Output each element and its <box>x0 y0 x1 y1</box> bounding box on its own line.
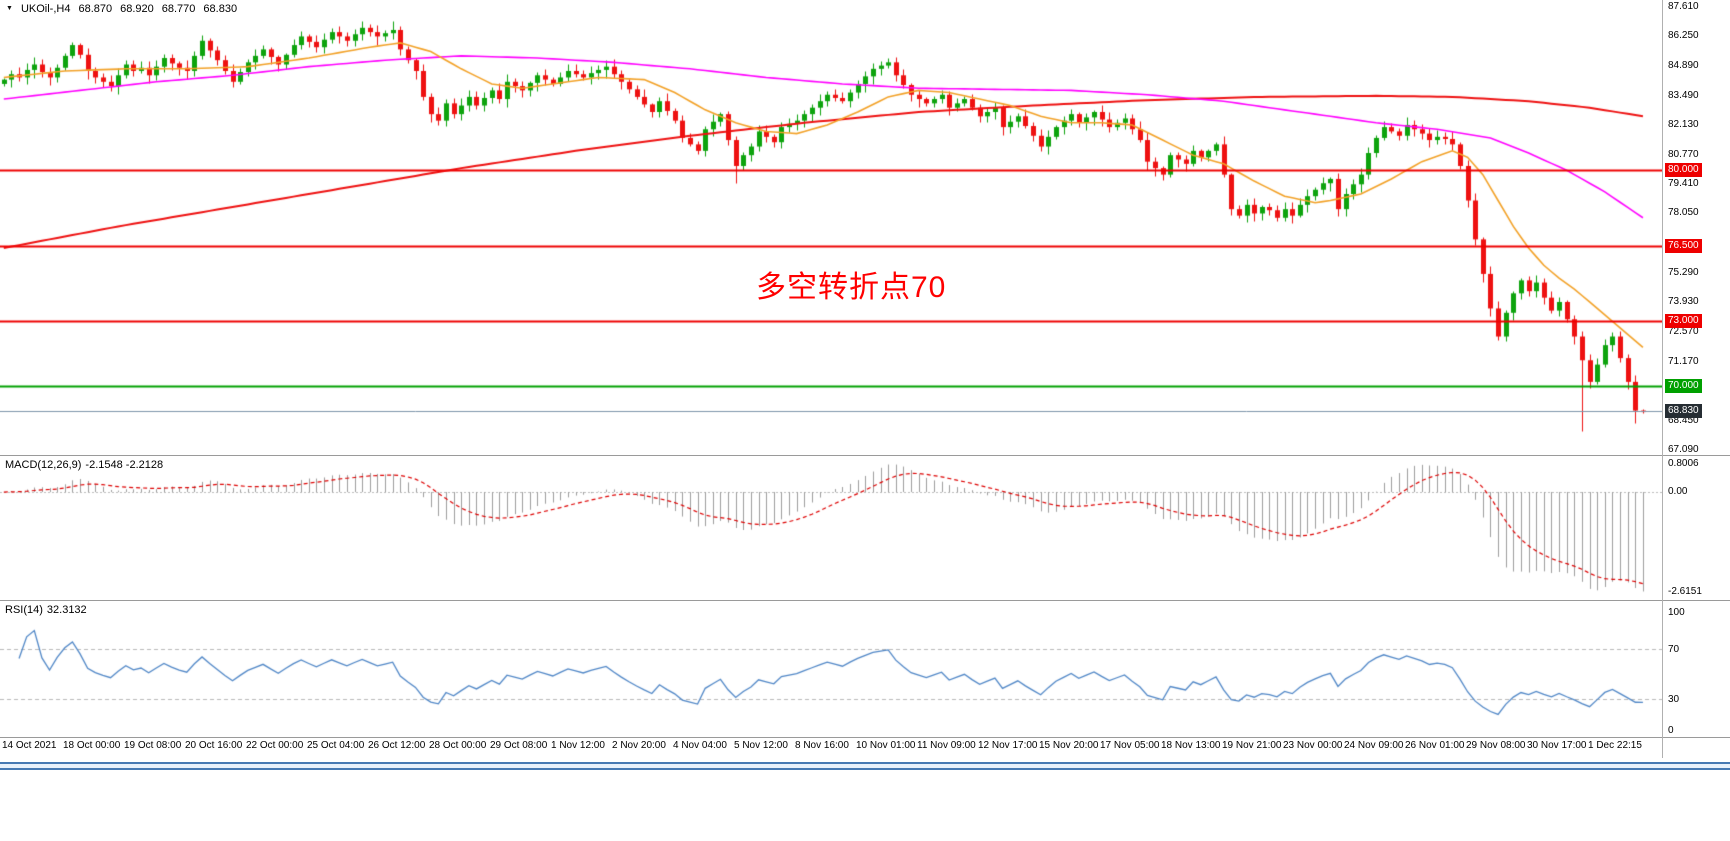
time-axis-label: 26 Nov 01:00 <box>1405 740 1465 751</box>
time-axis-label: 10 Nov 01:00 <box>856 740 916 751</box>
close-value: 68.830 <box>203 3 238 15</box>
chart-marker-icon: ▼ <box>6 4 13 12</box>
price-axis-tick: 82.130 <box>1668 119 1699 131</box>
chart-annotation-text: 多空转折点70 <box>756 271 947 304</box>
time-axis-label: 18 Nov 13:00 <box>1161 740 1221 751</box>
window-bottom-border <box>0 762 1730 770</box>
price-axis-tick: 79.410 <box>1668 178 1699 190</box>
price-level-badge: 76.500 <box>1665 238 1702 253</box>
time-axis-label: 19 Oct 08:00 <box>124 740 182 751</box>
time-axis-label: 2 Nov 20:00 <box>612 740 666 751</box>
price-axis-tick: 72.570 <box>1668 325 1699 337</box>
price-axis-tick: 73.930 <box>1668 296 1699 308</box>
macd-axis-max-label: 0.8006 <box>1668 458 1699 469</box>
price-level-badge: 70.000 <box>1665 379 1702 394</box>
time-axis-label: 1 Dec 22:15 <box>1588 740 1642 751</box>
time-axis-label: 1 Nov 12:00 <box>551 740 605 751</box>
price-axis: 87.610 86.250 84.890 83.490 82.130 80.770 79.4… <box>1662 0 1730 758</box>
rsi-axis-100-label: 100 <box>1668 607 1685 618</box>
time-axis-label: 11 Nov 09:00 <box>917 740 976 751</box>
rsi-indicator-label: RSI(14) 32.3132 <box>5 604 91 616</box>
price-level-badge: 68.830 <box>1665 404 1702 419</box>
time-axis-label: 28 Oct 00:00 <box>429 740 487 751</box>
macd-panel-canvas[interactable] <box>0 456 1662 600</box>
time-axis-label: 15 Nov 20:00 <box>1039 740 1099 751</box>
price-axis-tick: 75.290 <box>1668 266 1699 278</box>
chart-ohlc-header: ▼ UKOil-,H4 68.870 68.920 68.770 68.830 <box>6 3 237 15</box>
main-chart-canvas[interactable] <box>0 0 1662 455</box>
time-axis-label: 29 Nov 08:00 <box>1466 740 1526 751</box>
open-value: 68.870 <box>78 3 113 15</box>
rsi-value-text: 32.3132 <box>46 604 87 616</box>
time-axis: 14 Oct 2021 18 Oct 00:00 19 Oct 08:00 20 Oc… <box>0 740 1662 756</box>
price-level-badge: 80.000 <box>1665 163 1702 178</box>
price-axis-tick: 86.250 <box>1668 30 1699 42</box>
price-axis-tick: 67.090 <box>1668 444 1699 455</box>
macd-values-text: -2.1548 -2.2128 <box>85 459 164 471</box>
macd-axis-min-label: -2.6151 <box>1668 586 1702 597</box>
time-axis-label: 30 Nov 17:00 <box>1527 740 1587 751</box>
rsi-axis-0-label: 0 <box>1668 725 1674 736</box>
price-axis-tick: 68.450 <box>1668 414 1699 426</box>
panel-separator <box>0 737 1730 738</box>
time-axis-label: 24 Nov 09:00 <box>1344 740 1404 751</box>
low-value: 68.770 <box>161 3 196 15</box>
time-axis-label: 26 Oct 12:00 <box>368 740 426 751</box>
panel-separator <box>0 455 1730 456</box>
time-axis-label: 20 Oct 16:00 <box>185 740 243 751</box>
time-axis-label: 29 Oct 08:00 <box>490 740 548 751</box>
rsi-axis-30-label: 30 <box>1668 694 1680 705</box>
price-axis-tick: 78.050 <box>1668 207 1699 219</box>
time-axis-label: 25 Oct 04:00 <box>307 740 365 751</box>
price-axis-tick: 84.890 <box>1668 59 1699 71</box>
macd-indicator-label: MACD(12,26,9) -2.1548 -2.2128 <box>5 459 167 471</box>
rsi-axis-70-label: 70 <box>1668 644 1680 655</box>
time-axis-label: 18 Oct 00:00 <box>63 740 121 751</box>
time-axis-label: 14 Oct 2021 <box>2 740 57 751</box>
symbol-timeframe-label: UKOil-,H4 <box>20 3 71 15</box>
macd-axis-zero-label: 0.00 <box>1668 486 1688 498</box>
time-axis-label: 22 Oct 00:00 <box>246 740 304 751</box>
time-axis-label: 17 Nov 05:00 <box>1100 740 1160 751</box>
rsi-label-text: RSI(14) <box>5 604 43 616</box>
price-axis-tick: 71.170 <box>1668 355 1699 367</box>
time-axis-label: 4 Nov 04:00 <box>673 740 727 751</box>
time-axis-label: 5 Nov 12:00 <box>734 740 788 751</box>
panel-separator <box>0 600 1730 601</box>
high-value: 68.920 <box>120 3 154 15</box>
rsi-panel-canvas[interactable] <box>0 601 1662 737</box>
time-axis-label: 12 Nov 17:00 <box>978 740 1038 751</box>
time-axis-label: 23 Nov 00:00 <box>1283 740 1343 751</box>
price-level-badge: 73.000 <box>1665 314 1702 329</box>
price-axis-tick: 83.490 <box>1668 89 1699 101</box>
time-axis-label: 19 Nov 21:00 <box>1222 740 1282 751</box>
time-axis-label: 8 Nov 16:00 <box>795 740 849 751</box>
price-axis-tick: 87.610 <box>1668 1 1699 12</box>
macd-label-text: MACD(12,26,9) <box>5 459 82 471</box>
price-axis-tick: 80.770 <box>1668 148 1699 160</box>
